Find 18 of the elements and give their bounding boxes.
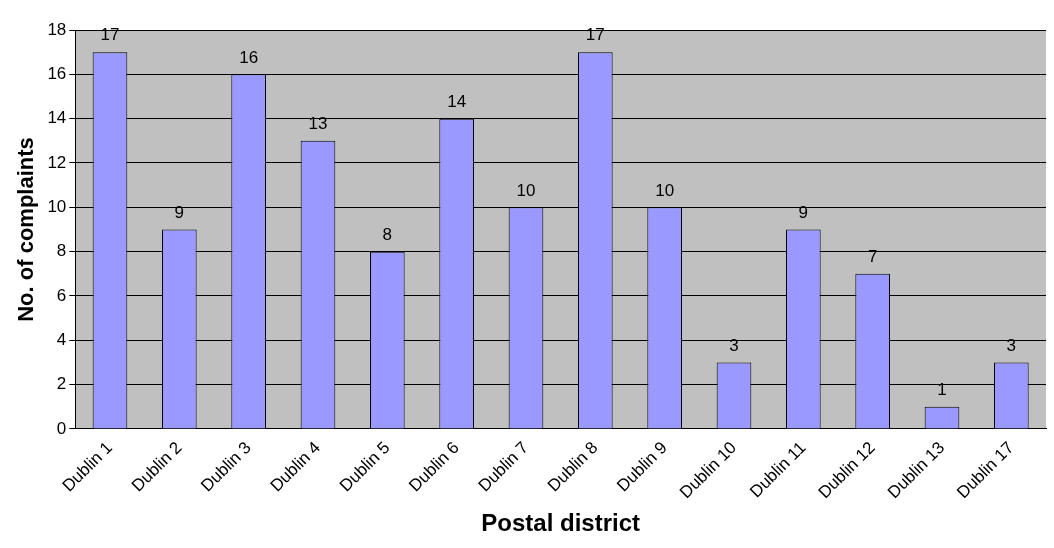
y-tick-label: 16 (47, 64, 67, 84)
data-label: 10 (655, 180, 675, 200)
y-tick-label: 0 (56, 418, 67, 438)
data-label: 7 (867, 247, 878, 267)
y-tick-label: 12 (47, 152, 67, 172)
x-axis-title: Postal district (481, 509, 641, 537)
data-label: 16 (239, 47, 259, 67)
y-tick-label: 2 (56, 374, 67, 394)
data-label: 10 (516, 180, 536, 200)
y-tick-label: 6 (56, 285, 67, 305)
y-axis-title: No. of complaints (13, 137, 39, 322)
y-tick-label: 10 (47, 197, 67, 217)
y-tick-label: 18 (47, 19, 67, 39)
y-tick-label: 8 (56, 241, 67, 261)
data-label: 8 (382, 224, 393, 244)
data-label: 14 (447, 91, 467, 111)
y-tick-label: 14 (47, 108, 67, 128)
y-tick-label: 4 (56, 330, 67, 350)
